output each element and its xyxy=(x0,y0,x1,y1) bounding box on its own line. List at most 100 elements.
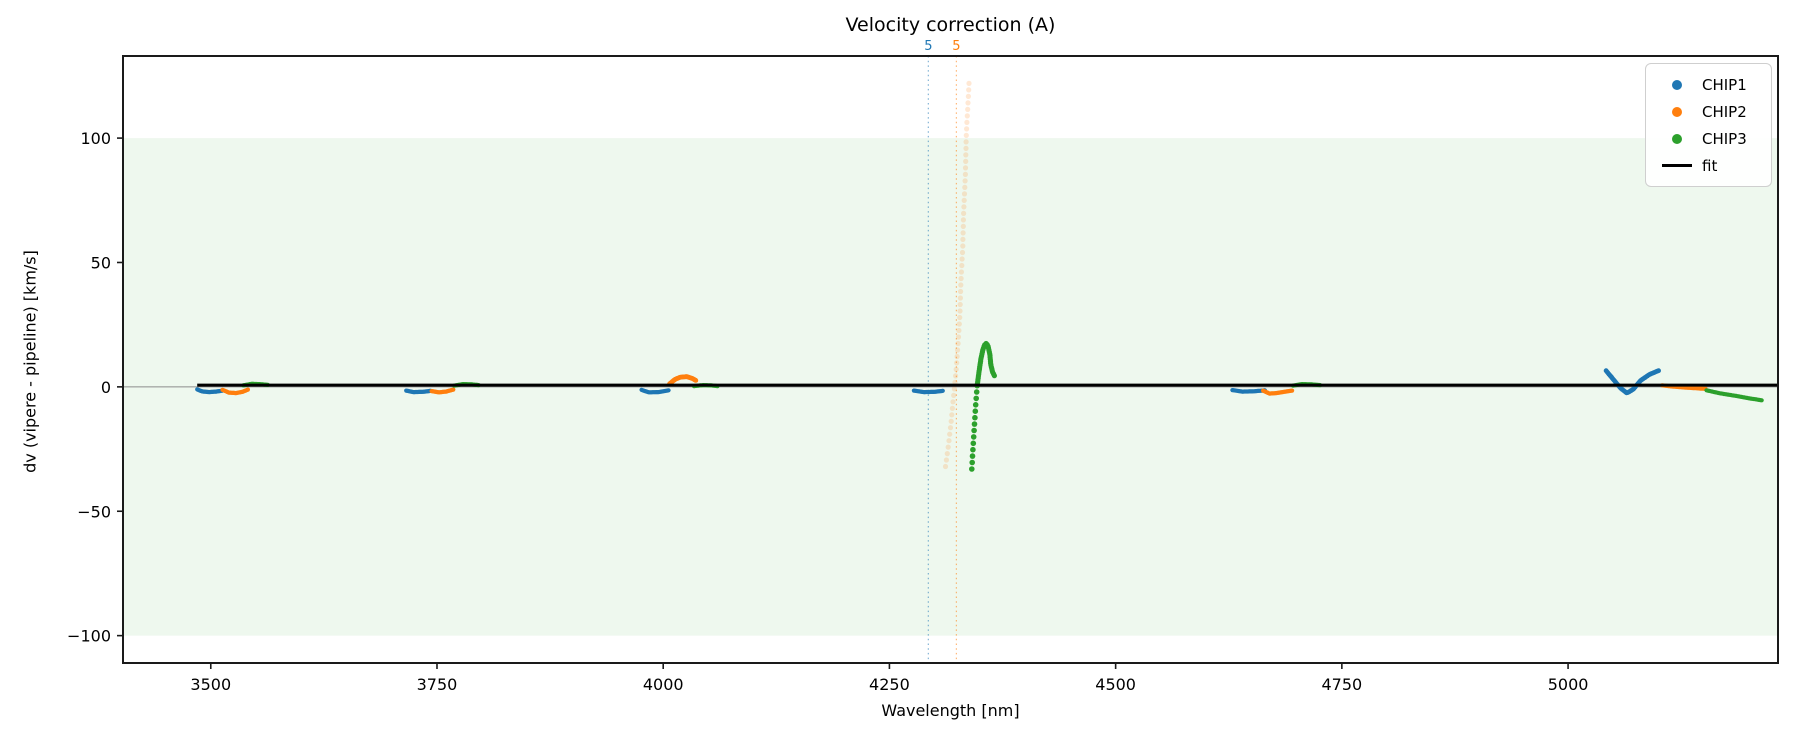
legend-item-chip1: CHIP1 xyxy=(1646,71,1771,98)
x-tick-label: 3750 xyxy=(417,675,458,694)
data-point xyxy=(970,434,977,440)
data-point xyxy=(944,451,950,457)
legend-item-chip3: CHIP3 xyxy=(1646,125,1771,152)
data-point xyxy=(973,389,980,395)
data-point xyxy=(970,440,977,447)
data-point xyxy=(948,418,954,424)
fit-line-marker-icon xyxy=(1662,164,1692,167)
legend-item-chip2: CHIP2 xyxy=(1646,98,1771,125)
data-point xyxy=(971,427,977,434)
data-point xyxy=(957,301,963,308)
data-point xyxy=(960,230,966,236)
order-vline-label-1: 5 xyxy=(952,39,960,54)
legend-label: CHIP3 xyxy=(1702,129,1747,148)
data-point xyxy=(957,295,964,301)
data-point xyxy=(947,431,953,437)
x-tick-label: 5000 xyxy=(1548,675,1589,694)
chip3-marker-icon xyxy=(1672,133,1682,144)
data-point xyxy=(964,113,970,119)
data-point xyxy=(958,288,964,295)
data-point xyxy=(964,119,970,125)
y-tick-label: 100 xyxy=(80,129,111,148)
data-point xyxy=(955,347,961,353)
x-axis-label: Wavelength [nm] xyxy=(881,701,1020,720)
data-point xyxy=(956,321,962,327)
chart-title: Velocity correction (A) xyxy=(845,14,1056,36)
data-point xyxy=(963,158,969,164)
x-tick-label: 3500 xyxy=(190,675,231,694)
data-point xyxy=(1290,388,1295,393)
data-point xyxy=(953,373,959,379)
data-point xyxy=(946,438,952,444)
data-point xyxy=(1759,398,1764,403)
data-point xyxy=(949,405,956,411)
data-point xyxy=(950,399,956,405)
x-tick-label: 4500 xyxy=(1095,675,1136,694)
legend-item-fit: fit xyxy=(1646,152,1771,179)
data-point xyxy=(965,100,971,106)
legend-label: CHIP1 xyxy=(1702,75,1747,94)
data-point xyxy=(666,388,671,393)
data-point xyxy=(972,402,979,408)
order-vline-label-0: 5 xyxy=(924,39,932,54)
chip1-marker-icon xyxy=(1672,79,1682,90)
data-point xyxy=(949,412,955,418)
data-point xyxy=(973,395,979,402)
data-point xyxy=(1656,368,1661,374)
data-point xyxy=(958,282,964,288)
data-point xyxy=(966,87,972,93)
data-point xyxy=(953,366,959,372)
y-tick-label: −100 xyxy=(67,627,111,646)
data-point xyxy=(963,145,969,151)
data-point xyxy=(971,421,978,427)
data-point xyxy=(951,392,957,398)
data-point xyxy=(963,132,969,138)
data-point xyxy=(962,184,968,190)
axes-box xyxy=(122,55,1779,664)
x-tick-label: 4000 xyxy=(643,675,684,694)
data-point xyxy=(955,334,962,340)
data-point xyxy=(245,387,250,392)
legend-label: CHIP2 xyxy=(1702,102,1747,121)
series-CHIP1 xyxy=(195,368,1661,396)
data-point xyxy=(951,386,958,392)
data-point xyxy=(962,171,969,177)
data-point xyxy=(965,93,972,99)
data-point xyxy=(959,256,965,262)
data-point xyxy=(958,275,964,282)
data-point xyxy=(960,236,966,242)
data-point xyxy=(958,269,965,275)
data-point xyxy=(991,373,998,379)
data-point xyxy=(961,204,967,210)
x-tick-label: 4250 xyxy=(869,675,910,694)
data-point xyxy=(969,466,975,472)
y-axis-ticks: −100 −50 0 50 100 xyxy=(67,129,123,646)
y-tick-label: 0 xyxy=(101,378,111,397)
data-point xyxy=(942,463,949,470)
data-point xyxy=(970,446,976,453)
data-point xyxy=(972,408,979,415)
data-point xyxy=(961,191,968,197)
x-axis-ticks: 3500 3750 4000 4250 4500 4750 5000 xyxy=(190,663,1588,694)
data-point xyxy=(959,262,965,269)
data-point xyxy=(961,210,967,216)
y-tick-label: 50 xyxy=(91,253,111,272)
data-point xyxy=(964,126,970,132)
data-point xyxy=(955,340,961,347)
data-point xyxy=(960,217,967,223)
legend: CHIP1 CHIP2 CHIP3 fit xyxy=(1645,63,1772,187)
data-point xyxy=(957,308,963,314)
data-point xyxy=(957,314,963,321)
data-point xyxy=(962,178,968,184)
data-point xyxy=(693,378,699,383)
data-point xyxy=(963,152,969,158)
data-point xyxy=(969,453,976,459)
data-point xyxy=(954,353,960,360)
data-point xyxy=(960,243,966,249)
data-point xyxy=(947,425,954,431)
data-point xyxy=(966,80,972,86)
data-point xyxy=(956,327,962,334)
data-point xyxy=(961,197,967,203)
legend-label: fit xyxy=(1702,156,1718,175)
